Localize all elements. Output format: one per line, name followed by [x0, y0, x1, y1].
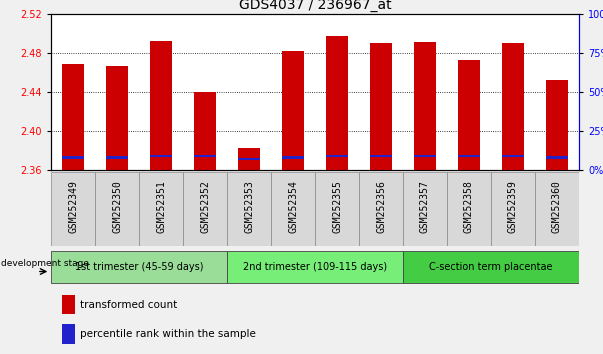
Title: GDS4037 / 236967_at: GDS4037 / 236967_at: [239, 0, 391, 12]
Bar: [414, 155, 436, 157]
Text: GSM252360: GSM252360: [552, 181, 562, 234]
Bar: [546, 80, 568, 170]
Bar: [238, 148, 260, 170]
Bar: [95, 172, 139, 246]
Text: GSM252356: GSM252356: [376, 181, 386, 234]
Bar: [106, 156, 128, 159]
Bar: [62, 64, 84, 170]
Text: 2nd trimester (109-115 days): 2nd trimester (109-115 days): [243, 262, 387, 272]
Text: GSM252349: GSM252349: [68, 181, 78, 234]
Bar: [458, 60, 480, 170]
Bar: [62, 156, 84, 159]
Bar: [271, 172, 315, 246]
Bar: [370, 155, 392, 157]
Bar: [282, 156, 304, 159]
Bar: [447, 172, 491, 246]
Bar: [106, 66, 128, 170]
Bar: [62, 324, 75, 344]
Bar: [403, 172, 447, 246]
Text: GSM252351: GSM252351: [156, 181, 166, 234]
Bar: [502, 155, 524, 157]
Bar: [326, 35, 348, 170]
Text: GSM252353: GSM252353: [244, 181, 254, 234]
Bar: [458, 155, 480, 157]
Bar: [51, 251, 227, 283]
Bar: [491, 172, 535, 246]
Text: GSM252350: GSM252350: [112, 181, 122, 234]
Bar: [62, 295, 75, 314]
Text: GSM252354: GSM252354: [288, 181, 298, 234]
Bar: [194, 92, 216, 170]
Bar: [546, 156, 568, 159]
Text: GSM252359: GSM252359: [508, 181, 518, 234]
Bar: [326, 155, 348, 157]
Text: GSM252352: GSM252352: [200, 181, 210, 234]
Text: C-section term placentae: C-section term placentae: [429, 262, 553, 272]
Bar: [414, 42, 436, 170]
Bar: [194, 155, 216, 157]
Bar: [51, 172, 95, 246]
Text: percentile rank within the sample: percentile rank within the sample: [80, 329, 256, 339]
Bar: [150, 41, 172, 170]
Bar: [315, 172, 359, 246]
Bar: [359, 172, 403, 246]
Bar: [238, 158, 260, 160]
Text: transformed count: transformed count: [80, 299, 177, 310]
Text: development stage: development stage: [1, 259, 89, 268]
Text: GSM252355: GSM252355: [332, 181, 342, 234]
Text: GSM252357: GSM252357: [420, 181, 430, 234]
Bar: [139, 172, 183, 246]
Bar: [535, 172, 579, 246]
Text: 1st trimester (45-59 days): 1st trimester (45-59 days): [75, 262, 203, 272]
Text: GSM252358: GSM252358: [464, 181, 474, 234]
Bar: [227, 172, 271, 246]
Bar: [403, 251, 579, 283]
Bar: [150, 155, 172, 157]
Bar: [227, 251, 403, 283]
Bar: [502, 43, 524, 170]
Bar: [370, 43, 392, 170]
Bar: [282, 51, 304, 170]
Bar: [183, 172, 227, 246]
